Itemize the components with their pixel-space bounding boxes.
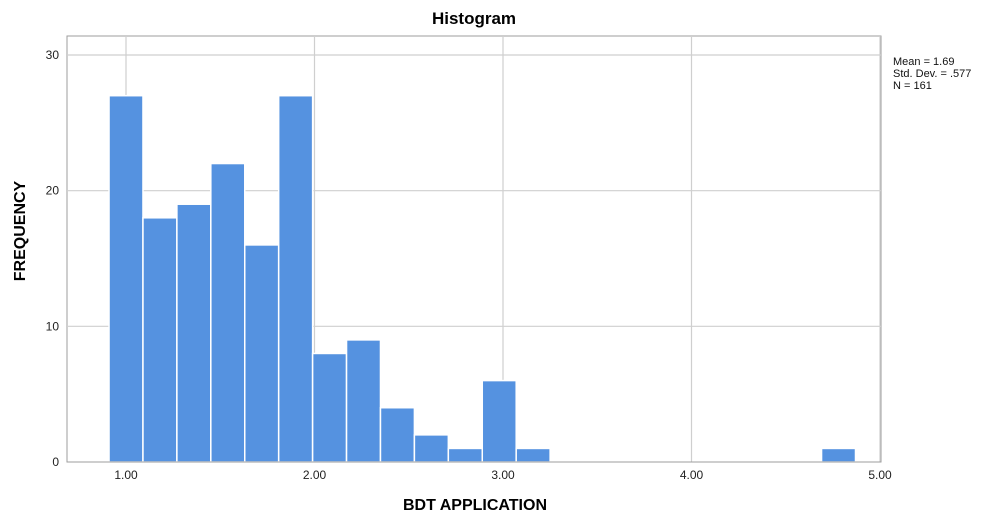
histogram-bar — [379, 406, 416, 463]
y-tick-label: 0 — [52, 455, 59, 469]
x-tick-label: 2.00 — [303, 468, 327, 482]
histogram-bar — [176, 203, 212, 463]
histogram-bar — [820, 447, 857, 463]
x-tick-label: 4.00 — [680, 468, 704, 482]
x-tick-labels: 1.00 2.00 3.00 4.00 5.00 — [114, 468, 892, 482]
y-tick-labels: 0 10 20 30 — [46, 48, 60, 469]
histogram-bar — [515, 447, 551, 463]
y-tick-label: 10 — [46, 319, 60, 333]
histogram-bar — [210, 162, 246, 463]
histogram-bar — [108, 94, 144, 463]
stats-mean: Mean = 1.69 — [893, 56, 954, 68]
bars — [108, 94, 857, 463]
histogram-bar — [311, 352, 348, 463]
stats-std-dev: Std. Dev. = .577 — [893, 68, 971, 80]
y-axis-label: FREQUENCY — [12, 180, 29, 281]
histogram-bar — [447, 447, 484, 463]
histogram-bar — [413, 434, 450, 463]
histogram-bar — [142, 217, 178, 463]
chart-title: Histogram — [432, 9, 516, 28]
x-axis-label: BDT APPLICATION — [403, 497, 547, 514]
histogram-bar — [481, 379, 517, 463]
y-tick-label: 20 — [46, 184, 60, 198]
stats-n: N = 161 — [893, 80, 932, 92]
y-tick-label: 30 — [46, 48, 60, 62]
stats-box: Mean = 1.69 Std. Dev. = .577 N = 161 — [893, 56, 971, 92]
histogram-bar — [244, 244, 280, 463]
x-tick-label: 5.00 — [868, 468, 892, 482]
x-tick-label: 3.00 — [491, 468, 515, 482]
x-tick-label: 1.00 — [114, 468, 138, 482]
plot-area — [66, 35, 882, 463]
histogram-bar — [345, 339, 382, 463]
histogram-bar — [277, 94, 314, 463]
